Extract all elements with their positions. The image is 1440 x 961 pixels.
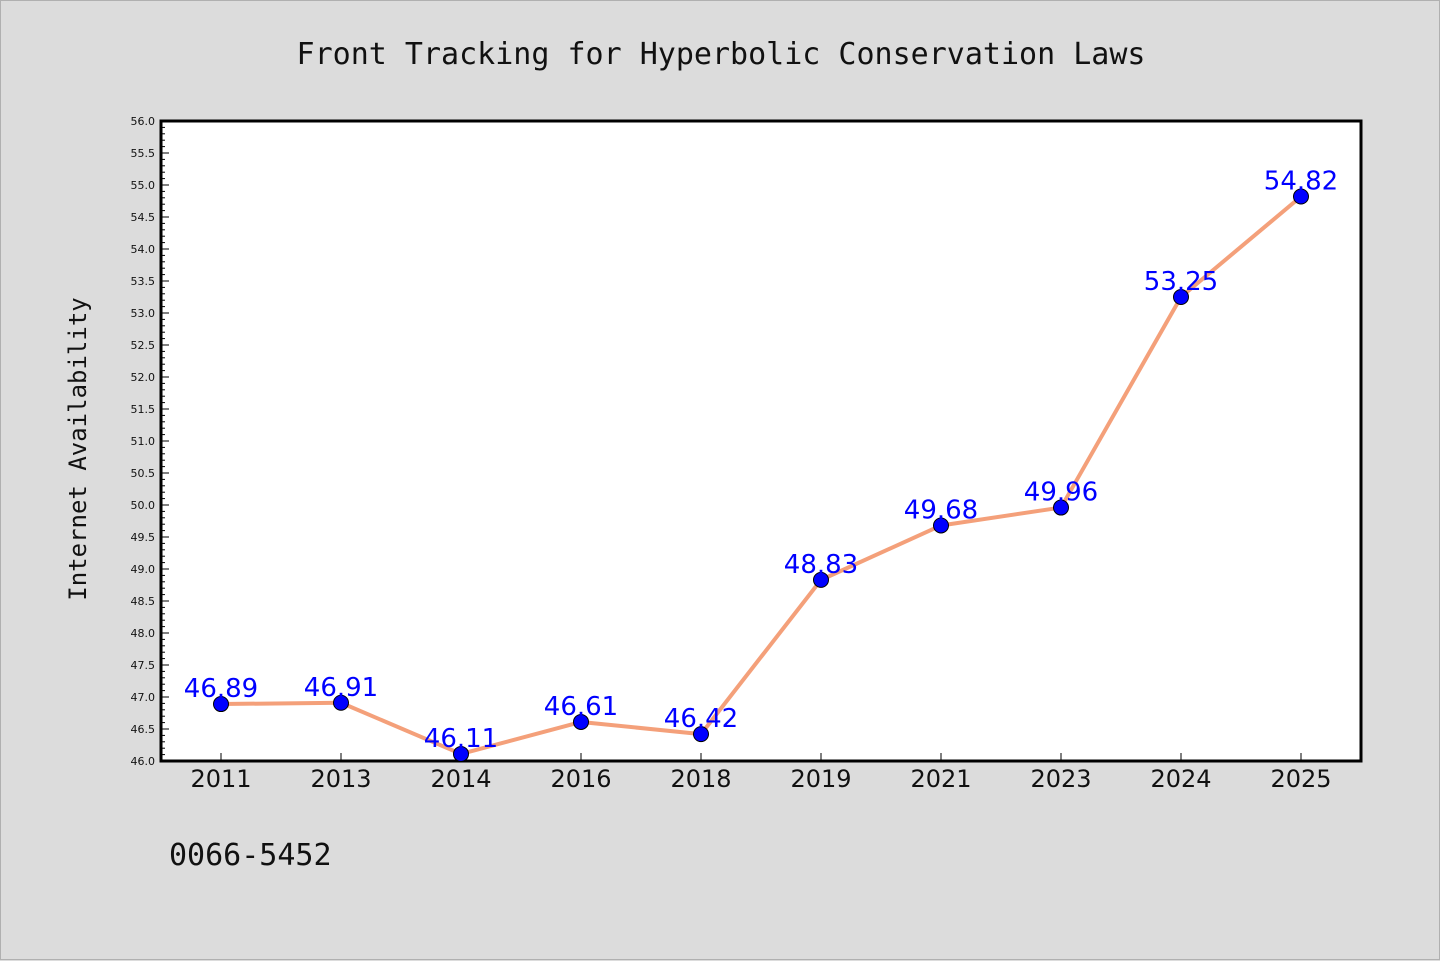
y-axis: 46.0 46.5 47.0 47.5 48.0 48.5 49.0 49.5 50.0 50.5…: [131, 115, 169, 768]
x-tick-label: 2014: [430, 765, 491, 793]
y-axis-label: Internet Availability: [64, 297, 92, 600]
data-label: 46.89: [184, 674, 258, 704]
y-tick-label: 55.5: [131, 147, 156, 160]
chart-title: Front Tracking for Hyperbolic Conservati…: [297, 37, 1146, 72]
data-labels: 46.89 46.91 46.11 46.61 46.42 48.83 49.68 49.96…: [184, 167, 1338, 754]
x-tick-label: 2013: [310, 765, 371, 793]
data-point: [1173, 289, 1189, 305]
series-line-group: [213, 188, 1309, 762]
y-tick-label: 54.5: [131, 211, 156, 224]
data-point: [1293, 188, 1309, 205]
y-tick-label: 49.5: [131, 531, 156, 544]
x-tick-label: 2025: [1270, 765, 1331, 793]
y-tick-label: 48.0: [131, 627, 156, 640]
y-tick-label: 52.0: [131, 371, 156, 384]
data-point: [1053, 499, 1069, 516]
x-tick-label: 2016: [550, 765, 611, 793]
data-point: [933, 517, 949, 534]
data-point: [333, 694, 349, 711]
y-tick-label: 50.0: [131, 499, 156, 512]
data-label: 46.61: [544, 692, 618, 722]
y-tick-label: 56.0: [131, 115, 156, 128]
x-tick-label: 2023: [1030, 765, 1091, 793]
y-tick-label: 46.5: [131, 723, 156, 736]
data-label: 46.42: [664, 704, 738, 734]
y-tick-label: 53.0: [131, 307, 156, 320]
plot-area: [159, 119, 1363, 763]
x-tick-label: 2011: [190, 765, 251, 793]
footer-code: 0066-5452: [169, 838, 332, 873]
y-tick-label: 55.0: [131, 179, 156, 192]
x-tick-label: 2024: [1150, 765, 1211, 793]
data-point: [213, 696, 229, 713]
data-label: 46.91: [304, 673, 378, 703]
data-point: [453, 745, 469, 762]
data-label: 53.25: [1144, 267, 1218, 297]
x-tick-label: 2019: [790, 765, 851, 793]
data-point: [813, 571, 829, 588]
y-tick-label: 53.5: [131, 275, 156, 288]
y-tick-label: 47.0: [131, 691, 156, 704]
y-tick-label: 51.5: [131, 403, 156, 416]
series-line: [220, 194, 1303, 756]
x-axis: 2011 2013 2014 2016 2018 2019 2021 2023 2024 2025: [190, 753, 1332, 793]
x-tick-label: 2021: [910, 765, 971, 793]
data-label: 46.11: [424, 724, 498, 754]
y-tick-label: 54.0: [131, 243, 156, 256]
data-point: [573, 713, 589, 730]
y-tick-label: 46.0: [131, 755, 156, 768]
data-label: 54.82: [1264, 167, 1338, 197]
y-tick-label: 47.5: [131, 659, 156, 672]
x-tick-label: 2018: [670, 765, 731, 793]
y-tick-label: 51.0: [131, 435, 156, 448]
y-tick-label: 52.5: [131, 339, 156, 352]
y-tick-label: 50.5: [131, 467, 156, 480]
y-tick-label: 49.0: [131, 563, 156, 576]
data-label: 49.68: [904, 495, 978, 525]
data-point: [693, 726, 709, 743]
data-label: 48.83: [784, 550, 858, 580]
data-label: 49.96: [1024, 478, 1098, 508]
y-tick-label: 48.5: [131, 595, 156, 608]
